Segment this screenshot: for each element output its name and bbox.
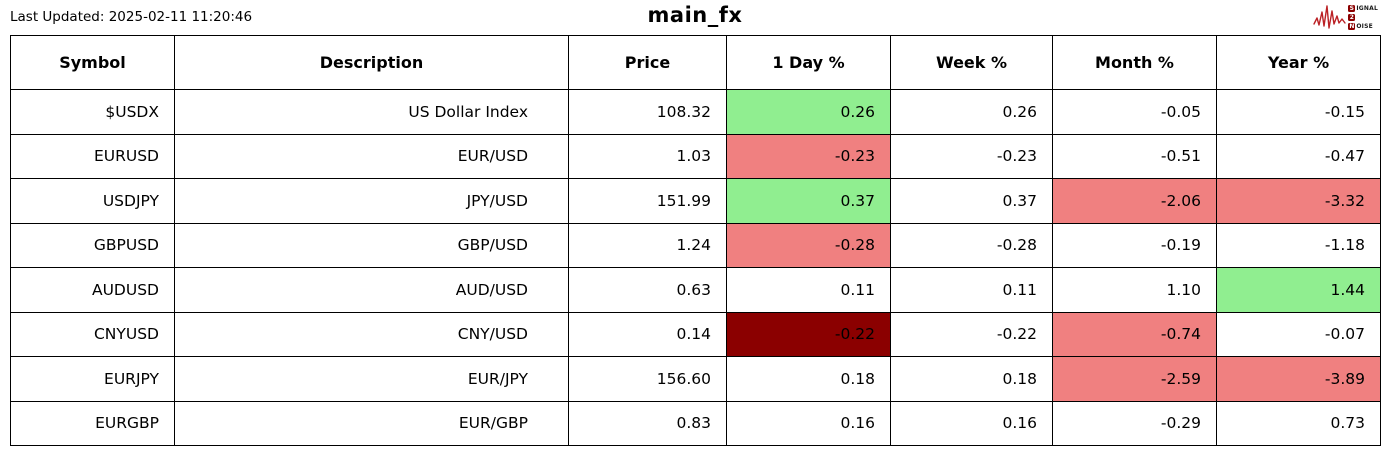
cell-description: CNY/USD xyxy=(174,311,569,357)
cell-week-pct: -0.28 xyxy=(890,222,1053,268)
cell-symbol: GBPUSD xyxy=(10,222,175,268)
cell-year-pct: -3.32 xyxy=(1216,178,1381,224)
cell-description: EUR/USD xyxy=(174,133,569,179)
column-header-year-pct: Year % xyxy=(1216,35,1381,90)
table-body: $USDX US Dollar Index 108.32 0.26 0.26 -0.05-… xyxy=(10,89,1381,446)
cell-day-pct: 0.16 xyxy=(726,400,891,446)
cell-year-pct: 1.44 xyxy=(1216,267,1381,313)
table-row: EURUSD EUR/USD 1.03 -0.23 -0.23 -0.51 -0.47 xyxy=(10,133,1381,179)
cell-symbol: CNYUSD xyxy=(10,311,175,357)
cell-week-pct: -0.22 xyxy=(890,311,1053,357)
cell-price: 1.03 xyxy=(568,133,727,179)
logo-badge-2: 2 xyxy=(1348,13,1356,21)
signal-waveform-icon xyxy=(1313,5,1347,29)
cell-day-pct: 0.26 xyxy=(726,89,891,135)
cell-week-pct: -0.23 xyxy=(890,133,1053,179)
top-bar: Last Updated: 2025-02-11 11:20:46 main_f… xyxy=(0,0,1390,35)
cell-symbol: EURJPY xyxy=(10,356,175,402)
table-row: EURJPY EUR/JPY 156.60 0.18 0.18 -2.59 -3.89 xyxy=(10,356,1381,402)
cell-week-pct: 0.26 xyxy=(890,89,1053,135)
cell-week-pct: 0.16 xyxy=(890,400,1053,446)
logo-line-2: 2 xyxy=(1348,13,1378,22)
cell-price: 0.14 xyxy=(568,311,727,357)
table-row: AUDUSD AUD/USD 0.63 0.11 0.11 1.10 1.44 xyxy=(10,267,1381,313)
cell-year-pct: -0.07 xyxy=(1216,311,1381,357)
cell-day-pct: 0.18 xyxy=(726,356,891,402)
cell-description: EUR/GBP xyxy=(174,400,569,446)
last-updated-timestamp: Last Updated: 2025-02-11 11:20:46 xyxy=(10,9,253,25)
cell-day-pct: -0.23 xyxy=(726,133,891,179)
cell-symbol: AUDUSD xyxy=(10,267,175,313)
table-row: $USDX US Dollar Index 108.32 0.26 0.26 -0.05-… xyxy=(10,89,1381,135)
table-row: GBPUSD GBP/USD 1.24 -0.28 -0.28 -0.19 -1.18 xyxy=(10,222,1381,268)
table-row: USDJPY JPY/USD 151.99 0.37 0.37 -2.06 -3.32 xyxy=(10,178,1381,224)
cell-price: 151.99 xyxy=(568,178,727,224)
cell-month-pct: -0.51 xyxy=(1052,133,1217,179)
logo-wordmark: S IGNAL 2 N OISE xyxy=(1348,4,1378,31)
cell-description: GBP/USD xyxy=(174,222,569,268)
cell-price: 0.63 xyxy=(568,267,727,313)
logo-badge-n: N xyxy=(1348,22,1356,30)
column-header-month-pct: Month % xyxy=(1052,35,1217,90)
logo-text-ignal: IGNAL xyxy=(1356,4,1378,12)
cell-month-pct: 1.10 xyxy=(1052,267,1217,313)
cell-month-pct: -0.74 xyxy=(1052,311,1217,357)
cell-price: 0.83 xyxy=(568,400,727,446)
cell-symbol: USDJPY xyxy=(10,178,175,224)
table-row: EURGBP EUR/GBP 0.83 0.16 0.16 -0.29 0.73 xyxy=(10,400,1381,446)
logo-text-oise: OISE xyxy=(1356,22,1373,30)
column-header-symbol: Symbol xyxy=(10,35,175,90)
cell-day-pct: -0.22 xyxy=(726,311,891,357)
cell-symbol: EURGBP xyxy=(10,400,175,446)
logo-badge-s: S xyxy=(1348,4,1356,12)
cell-year-pct: -3.89 xyxy=(1216,356,1381,402)
cell-month-pct: -2.06 xyxy=(1052,178,1217,224)
cell-price: 1.24 xyxy=(568,222,727,268)
column-header-price: Price xyxy=(568,35,727,90)
table-header-row: Symbol Description Price 1 Day % Week % Month… xyxy=(10,35,1381,90)
cell-day-pct: 0.11 xyxy=(726,267,891,313)
cell-month-pct: -0.29 xyxy=(1052,400,1217,446)
cell-month-pct: -0.05 xyxy=(1052,89,1217,135)
cell-description: AUD/USD xyxy=(174,267,569,313)
cell-year-pct: -1.18 xyxy=(1216,222,1381,268)
cell-symbol: EURUSD xyxy=(10,133,175,179)
column-header-week-pct: Week % xyxy=(890,35,1053,90)
cell-week-pct: 0.37 xyxy=(890,178,1053,224)
logo-line-noise: N OISE xyxy=(1348,22,1378,31)
cell-description: US Dollar Index xyxy=(174,89,569,135)
cell-week-pct: 0.18 xyxy=(890,356,1053,402)
cell-month-pct: -0.19 xyxy=(1052,222,1217,268)
cell-description: EUR/JPY xyxy=(174,356,569,402)
cell-description: JPY/USD xyxy=(174,178,569,224)
column-header-description: Description xyxy=(174,35,569,90)
cell-price: 156.60 xyxy=(568,356,727,402)
cell-day-pct: -0.28 xyxy=(726,222,891,268)
signal2noise-logo: S IGNAL 2 N OISE xyxy=(1313,3,1378,31)
cell-year-pct: 0.73 xyxy=(1216,400,1381,446)
cell-week-pct: 0.11 xyxy=(890,267,1053,313)
cell-price: 108.32 xyxy=(568,89,727,135)
page-title: main_fx xyxy=(647,3,743,27)
column-header-day-pct: 1 Day % xyxy=(726,35,891,90)
cell-year-pct: -0.15 xyxy=(1216,89,1381,135)
fx-table: Symbol Description Price 1 Day % Week % Month… xyxy=(10,35,1381,446)
cell-day-pct: 0.37 xyxy=(726,178,891,224)
cell-month-pct: -2.59 xyxy=(1052,356,1217,402)
table-row: CNYUSD CNY/USD 0.14 -0.22 -0.22 -0.74 -0.07 xyxy=(10,311,1381,357)
logo-line-signal: S IGNAL xyxy=(1348,4,1378,13)
cell-symbol: $USDX xyxy=(10,89,175,135)
cell-year-pct: -0.47 xyxy=(1216,133,1381,179)
